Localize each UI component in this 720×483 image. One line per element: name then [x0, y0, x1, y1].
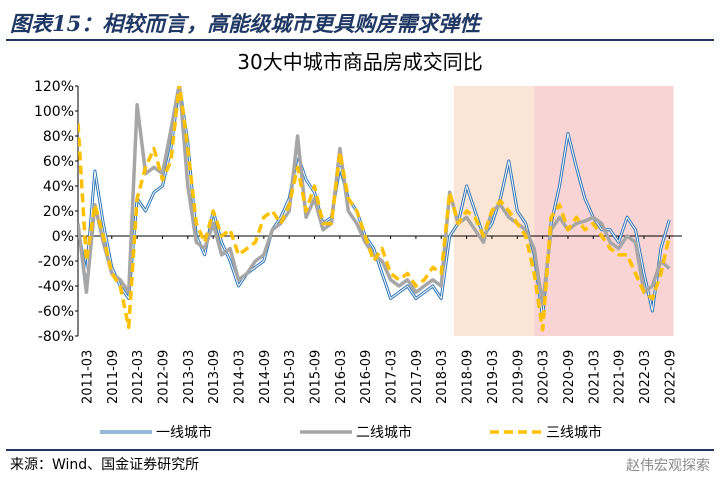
x-tick-label: 2011-09: [106, 350, 121, 404]
x-tick-label: 2013-09: [207, 350, 222, 404]
x-tick-label: 2018-03: [435, 350, 450, 404]
x-tick-label: 2015-03: [283, 350, 298, 404]
y-tick-label: 40%: [43, 179, 74, 195]
y-tick-label: 100%: [34, 104, 74, 120]
title-rule: [6, 39, 714, 41]
x-tick-label: 2014-09: [258, 350, 273, 404]
x-tick-label: 2015-09: [309, 350, 324, 404]
x-tick-label: 2022-03: [638, 350, 653, 404]
x-tick-label: 2011-03: [80, 350, 95, 404]
x-tick-label: 2022-09: [663, 350, 678, 404]
x-tick-label: 2020-03: [537, 350, 552, 404]
x-tick-label: 2014-03: [233, 350, 248, 404]
y-tick-label: 120%: [34, 79, 74, 95]
x-tick-label: 2017-03: [385, 350, 400, 404]
figure-title: 图表15：相较而言，高能级城市更具购房需求弹性: [10, 11, 481, 36]
x-tick-label: 2012-09: [156, 350, 171, 404]
bottom-rule: [6, 449, 714, 451]
x-tick-label: 2016-09: [359, 350, 374, 404]
y-tick-label: -20%: [38, 254, 74, 270]
x-tick-label: 2016-03: [334, 350, 349, 404]
x-tick-label: 2019-03: [486, 350, 501, 404]
y-tick-label: -60%: [38, 304, 74, 320]
x-tick-label: 2020-09: [562, 350, 577, 404]
x-tick-label: 2019-09: [511, 350, 526, 404]
legend-label: 一线城市: [156, 424, 212, 441]
y-tick-label: -40%: [38, 279, 74, 295]
x-tick-label: 2012-03: [131, 350, 146, 404]
y-tick-label: 20%: [43, 204, 74, 220]
chart-title: 30大中城市商品房成交同比: [237, 50, 483, 74]
y-tick-label: -80%: [38, 329, 74, 345]
source-note: 来源：Wind、国金证券研究所: [10, 457, 200, 473]
series-2-line: [78, 86, 672, 332]
y-tick-label: 0%: [52, 229, 74, 245]
x-tick-label: 2021-03: [587, 350, 602, 404]
legend-label: 三线城市: [546, 424, 602, 441]
shaded-region-1: [534, 86, 674, 336]
x-tick-label: 2017-09: [410, 350, 425, 404]
x-tick-label: 2021-09: [613, 350, 628, 404]
y-tick-label: 60%: [43, 154, 74, 170]
legend-label: 二线城市: [356, 424, 412, 441]
y-tick-label: 80%: [43, 129, 74, 145]
x-tick-label: 2013-03: [182, 350, 197, 404]
x-tick-label: 2018-09: [461, 350, 476, 404]
watermark: 赵伟宏观探索: [626, 458, 710, 474]
